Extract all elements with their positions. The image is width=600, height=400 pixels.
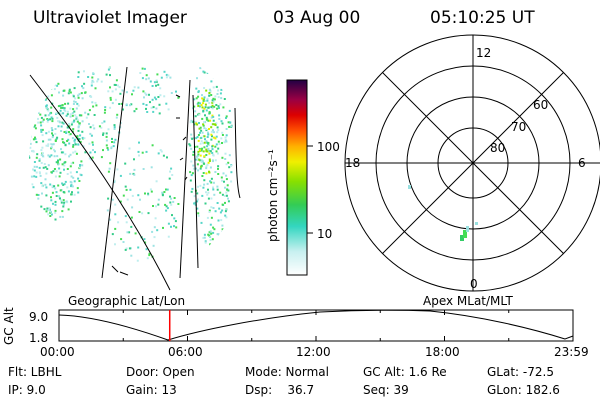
status-gain: Gain: 13 [126,383,177,397]
colorbar-tick-100: 100 [317,140,340,154]
lat-label-70: 70 [511,120,527,134]
timeline-left-title: Geographic Lat/Lon [68,294,186,308]
status-glon: GLon: 182.6 [487,383,560,397]
time-label: 05:10:25 UT [430,8,535,28]
aurora-image [29,55,233,262]
status-flt: Flt: LBHL [8,365,62,379]
mlt-label-6: 6 [578,156,586,170]
lat-label-60: 60 [533,98,549,112]
altitude-curve [58,309,574,341]
geographic-grid [29,66,241,291]
timeline-ticks [58,310,574,341]
status-dsp: Dsp: 36.7 [245,383,315,397]
colorbar-label: photon cm⁻²s⁻¹ [266,149,280,242]
status-ip: IP: 9.0 [8,383,46,397]
colorbar [286,79,308,276]
timeline-xtick-6: 06:00 [168,345,203,359]
timeline-ylabel: GC Alt [2,307,16,345]
colorbar-tick-10: 10 [317,227,333,241]
date-label: 03 Aug 00 [273,8,361,28]
mlt-label-0: 0 [470,277,478,291]
status-gcalt: GC Alt: 1.6 Re [363,365,447,379]
timeline-xtick-12: 12:00 [296,345,331,359]
polar-aurora [408,185,478,241]
polar-plot [344,34,600,292]
timeline-xtick-0: 00:00 [40,345,75,359]
timeline-ytick-9: 9.0 [29,310,49,324]
lat-label-80: 80 [490,141,506,155]
timeline-ytick-1-8: 1.8 [29,331,49,345]
timeline-xtick-18: 18:00 [425,345,460,359]
instrument-title: Ultraviolet Imager [33,8,187,28]
status-mode: Mode: Normal [245,365,329,379]
status-seq: Seq: 39 [363,383,409,397]
status-glat: GLat: -72.5 [487,365,554,379]
mlt-label-12: 12 [476,46,492,60]
timeline-right-title: Apex MLat/MLT [423,294,513,308]
timeline-xtick-end: 23:59 [554,345,589,359]
mlt-label-18: 18 [345,156,361,170]
status-door: Door: Open [126,365,195,379]
